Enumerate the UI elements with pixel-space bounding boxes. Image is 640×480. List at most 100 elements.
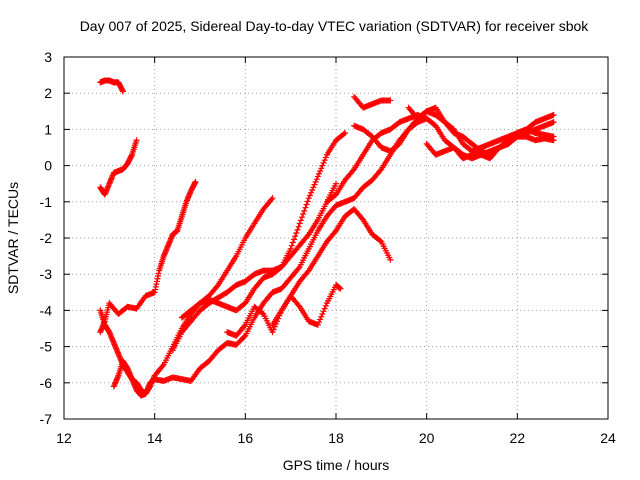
y-tick-label: -7 [40, 411, 53, 427]
data-point [321, 305, 328, 312]
x-tick-label: 12 [56, 430, 72, 446]
data-point [317, 316, 324, 323]
data-point [303, 201, 310, 208]
series-1 [97, 137, 140, 198]
data-point [316, 319, 322, 326]
y-tick-label: 1 [44, 121, 52, 137]
data-point [268, 196, 275, 203]
y-tick-label: -4 [40, 302, 53, 318]
data-point [301, 207, 308, 214]
data-point [337, 285, 344, 292]
x-tick-label: 18 [328, 430, 344, 446]
series-3 [97, 178, 199, 336]
y-tick-label: -1 [40, 194, 53, 210]
data-point [322, 154, 329, 161]
data-point [289, 239, 296, 246]
data-point [550, 119, 557, 126]
y-tick-label: -3 [40, 266, 53, 282]
data-point [302, 204, 309, 211]
data-point [319, 162, 326, 169]
data-point [320, 308, 327, 315]
data-point [192, 178, 199, 185]
axis-ticks [63, 56, 609, 420]
series-2 [97, 77, 126, 95]
data-point [310, 184, 317, 191]
data-point [259, 310, 266, 317]
data-point [300, 211, 307, 218]
series-7 [178, 130, 349, 321]
data-point [295, 223, 302, 230]
data-point [293, 230, 300, 237]
data-point [291, 236, 298, 243]
plot-frame [63, 56, 609, 420]
data-point [241, 323, 248, 330]
data-point [331, 229, 338, 236]
data-point [318, 313, 325, 320]
data-point [119, 88, 126, 95]
y-tick-label: -6 [40, 375, 53, 391]
y-tick-label: 2 [44, 85, 52, 101]
x-tick-label: 16 [238, 430, 254, 446]
data-point [159, 363, 166, 370]
data-point [340, 130, 347, 137]
data-point [241, 333, 248, 340]
data-point [304, 232, 311, 239]
y-tick-label: -2 [40, 230, 53, 246]
series-14 [405, 104, 557, 158]
x-tick-label: 24 [600, 430, 616, 446]
data-point [296, 220, 303, 227]
data-point [295, 302, 302, 309]
data-point [377, 167, 384, 174]
y-axis-label: SDTVAR / TECUs [5, 182, 21, 294]
data-point [333, 180, 339, 187]
data-point [133, 137, 140, 144]
data-point [316, 170, 322, 177]
data-point [317, 168, 324, 175]
x-tick-label: 14 [147, 430, 163, 446]
chart-title: Day 007 of 2025, Sidereal Day-to-day VTE… [80, 18, 590, 34]
data-point [269, 329, 276, 336]
data-point [295, 265, 302, 272]
y-tick-label: 3 [44, 49, 52, 65]
series-9 [269, 282, 344, 328]
data-point [359, 215, 366, 222]
data-point [304, 268, 311, 275]
data-point [387, 97, 394, 104]
y-tick-labels: -7 -6 -5 -4 -3 -2 -1 0 1 2 3 [40, 49, 53, 427]
data-point [550, 111, 557, 118]
data-point [299, 214, 305, 221]
data-point [306, 192, 313, 199]
data-point [305, 195, 312, 202]
series-8 [224, 206, 394, 339]
data-point [318, 165, 325, 172]
x-tick-labels: 12 14 16 18 20 22 24 [56, 430, 616, 446]
data-point [387, 256, 394, 263]
data-point [292, 233, 299, 240]
data-point [313, 176, 320, 183]
data-point [342, 130, 349, 137]
data-point [320, 159, 327, 166]
data-point [269, 195, 276, 202]
data-point [288, 242, 295, 249]
data-point [214, 283, 220, 290]
x-axis-label: GPS time / hours [283, 457, 390, 473]
x-tick-label: 22 [510, 430, 526, 446]
data-point [294, 226, 301, 233]
data-point [304, 198, 311, 205]
data-point [319, 311, 326, 318]
y-tick-label: 0 [44, 158, 52, 174]
data-points [97, 77, 557, 399]
x-tick-label: 20 [419, 430, 435, 446]
data-point [287, 245, 294, 252]
data-point [321, 157, 328, 164]
data-point [314, 321, 321, 328]
series-11 [351, 93, 394, 111]
data-point [270, 326, 277, 333]
series-5 [110, 115, 430, 399]
grid [64, 57, 608, 419]
data-point [377, 237, 384, 244]
data-point [350, 167, 356, 174]
data-point [308, 189, 315, 196]
data-point [297, 217, 304, 224]
